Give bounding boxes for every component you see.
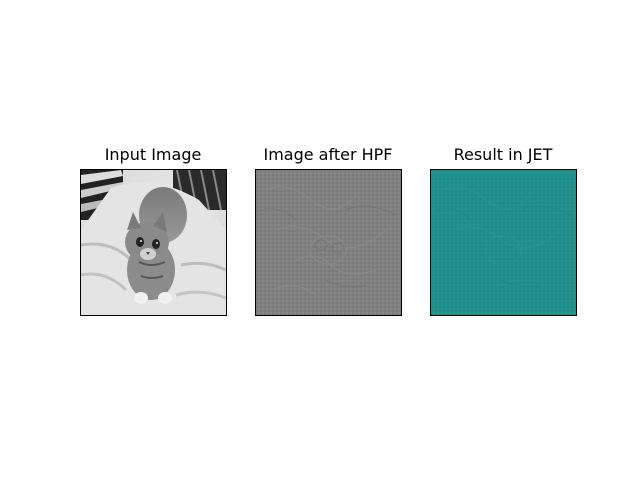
cat-photo-grayscale bbox=[81, 170, 226, 315]
input-image-panel bbox=[80, 169, 227, 316]
panel-title-image-after-hpf: Image after HPF bbox=[263, 145, 393, 164]
hpf-image-panel bbox=[255, 169, 402, 316]
hpf-texture bbox=[256, 170, 401, 315]
panel-title-input-image: Input Image bbox=[104, 145, 202, 164]
jet-result-panel bbox=[430, 169, 577, 316]
panel-title-result-in-jet: Result in JET bbox=[453, 145, 553, 164]
jet-texture bbox=[431, 170, 576, 315]
